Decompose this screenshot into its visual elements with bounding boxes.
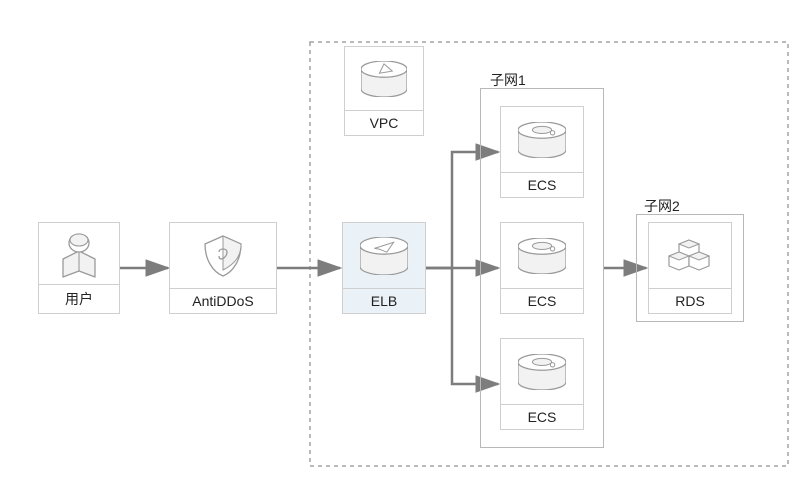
- node-rds-label: RDS: [649, 288, 731, 313]
- node-vpc: VPC: [344, 46, 424, 136]
- user-icon: [39, 223, 119, 284]
- cylinder-slot-icon: [501, 339, 583, 404]
- node-antiddos-label: AntiDDoS: [170, 288, 276, 313]
- node-rds: RDS: [648, 222, 732, 314]
- shield-icon: [170, 223, 276, 288]
- node-ecs2-label: ECS: [501, 288, 583, 313]
- group-subnet2-label: 子网2: [644, 196, 680, 216]
- node-elb-label: ELB: [343, 288, 425, 313]
- cylinder-send-icon: [343, 223, 425, 288]
- node-user-label: 用户: [39, 284, 119, 313]
- node-antiddos: AntiDDoS: [169, 222, 277, 314]
- node-ecs1-label: ECS: [501, 172, 583, 197]
- group-subnet1-label: 子网1: [490, 70, 526, 90]
- node-ecs3: ECS: [500, 338, 584, 430]
- node-user: 用户: [38, 222, 120, 314]
- node-ecs1: ECS: [500, 106, 584, 198]
- node-vpc-label: VPC: [345, 110, 423, 135]
- node-elb: ELB: [342, 222, 426, 314]
- node-ecs3-label: ECS: [501, 404, 583, 429]
- node-ecs2: ECS: [500, 222, 584, 314]
- cylinder-icon: [345, 47, 423, 110]
- cluster-icon: [649, 223, 731, 288]
- cylinder-slot-icon: [501, 223, 583, 288]
- cylinder-slot-icon: [501, 107, 583, 172]
